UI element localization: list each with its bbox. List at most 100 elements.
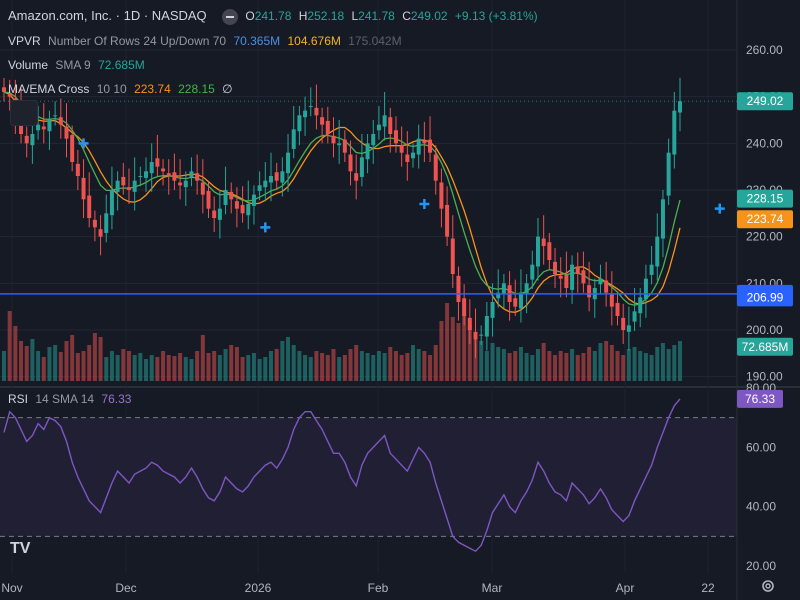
volume-bar — [388, 347, 393, 381]
time-axis-label: Dec — [115, 581, 136, 595]
candle-body — [621, 317, 626, 330]
candle-body — [570, 264, 575, 290]
candle-body — [314, 107, 319, 116]
candle-body — [581, 270, 586, 284]
vpvr-params: Number Of Rows 24 Up/Down 70 — [48, 34, 227, 48]
volume-bar — [439, 321, 444, 381]
candle-body — [609, 294, 614, 307]
candle-body — [405, 154, 410, 162]
volume-bar — [649, 355, 654, 381]
cross-marker — [714, 203, 725, 214]
volume-bar — [467, 325, 472, 381]
time-axis-label: Feb — [368, 581, 389, 595]
volume-bar — [308, 357, 313, 381]
rsi-tick-label: 20.00 — [746, 559, 776, 573]
tradingview-logo[interactable]: TV — [10, 540, 31, 557]
ohlc-close: 249.02 — [410, 9, 448, 23]
volume-bar — [212, 351, 217, 381]
candle-body — [399, 145, 404, 153]
candle-body — [212, 210, 217, 218]
candle-body — [342, 139, 347, 153]
candle-body — [132, 180, 137, 192]
volume-bar — [246, 355, 251, 381]
volume-bar — [553, 355, 558, 381]
candle-body — [433, 154, 438, 181]
price-label-box — [737, 189, 793, 208]
vpvr-down: 104.676M — [287, 34, 341, 48]
vpvr-legend[interactable]: VPVR Number Of Rows 24 Up/Down 70 70.365… — [8, 34, 406, 48]
time-axis-label: 22 — [701, 581, 715, 595]
ohlc-close-label: C — [402, 9, 411, 23]
volume-bar — [547, 351, 552, 381]
candle-body — [206, 190, 211, 209]
candle-body — [7, 93, 12, 97]
volume-bar — [53, 345, 58, 381]
volume-legend[interactable]: Volume SMA 9 72.685M — [8, 58, 149, 72]
volume-bar — [126, 351, 131, 381]
volume-bar — [291, 345, 296, 381]
collapse-legend-button[interactable] — [10, 100, 38, 126]
candle-body — [217, 208, 222, 220]
volume-bar — [445, 303, 450, 381]
rsi-legend[interactable]: RSI 14 SMA 14 76.33 — [8, 392, 135, 406]
candle-body — [411, 152, 416, 159]
time-axis-label: Apr — [616, 581, 635, 595]
volume-bar — [678, 341, 682, 381]
volume-bar — [234, 347, 239, 381]
candle-body — [643, 278, 648, 300]
candle-body — [286, 152, 291, 174]
candle-body — [376, 124, 381, 131]
candle-body — [58, 117, 63, 125]
volume-bar — [195, 351, 200, 381]
volume-bar — [592, 351, 597, 381]
volume-bar — [92, 333, 97, 381]
ma-cross-name: MA/EMA Cross — [8, 82, 90, 96]
volume-bar — [200, 335, 205, 381]
hide-icon[interactable] — [222, 8, 239, 25]
volume-bar — [19, 341, 24, 381]
candle-body — [365, 143, 370, 160]
price-label-box — [737, 337, 793, 356]
volume-bar — [479, 341, 484, 381]
volume-bar — [189, 359, 194, 381]
volume-bar — [496, 347, 501, 381]
price-label: 206.99 — [747, 290, 784, 304]
vpvr-up: 70.365M — [233, 34, 281, 48]
volume-bar — [393, 351, 398, 381]
candle-body — [53, 115, 58, 117]
volume-bar — [428, 355, 433, 381]
candle-body — [291, 129, 296, 149]
volume-bar — [75, 353, 80, 381]
candle-body — [598, 278, 603, 285]
candle-body — [195, 173, 200, 181]
candle-body — [41, 126, 46, 130]
candle-body — [92, 219, 97, 228]
price-label-box — [737, 288, 793, 307]
candle-body — [144, 171, 149, 178]
volume-bar — [314, 351, 319, 381]
candle-body — [473, 331, 478, 340]
candle-body — [393, 130, 398, 144]
volume-bar — [581, 353, 586, 381]
ma-cross-legend[interactable]: MA/EMA Cross 10 10 223.74 228.15 ∅ — [8, 82, 237, 96]
volume-bar — [58, 352, 63, 381]
candle-body — [325, 120, 330, 134]
gear-icon[interactable] — [760, 578, 776, 594]
candle-body — [660, 199, 665, 239]
volume-bar — [507, 353, 512, 381]
candle-body — [308, 106, 313, 107]
ma-value: 223.74 — [134, 82, 171, 96]
volume-bar — [87, 345, 92, 381]
candle-body — [200, 182, 205, 195]
candle-body — [2, 87, 6, 92]
candle-body — [138, 176, 143, 177]
candle-body — [320, 117, 325, 125]
volume-bar — [268, 351, 273, 381]
volume-bar — [501, 349, 506, 381]
volume-bar — [354, 345, 359, 381]
cross-marker — [78, 138, 89, 149]
volume-bar — [535, 349, 540, 381]
rsi-line — [3, 398, 681, 553]
candle-body — [615, 302, 620, 316]
